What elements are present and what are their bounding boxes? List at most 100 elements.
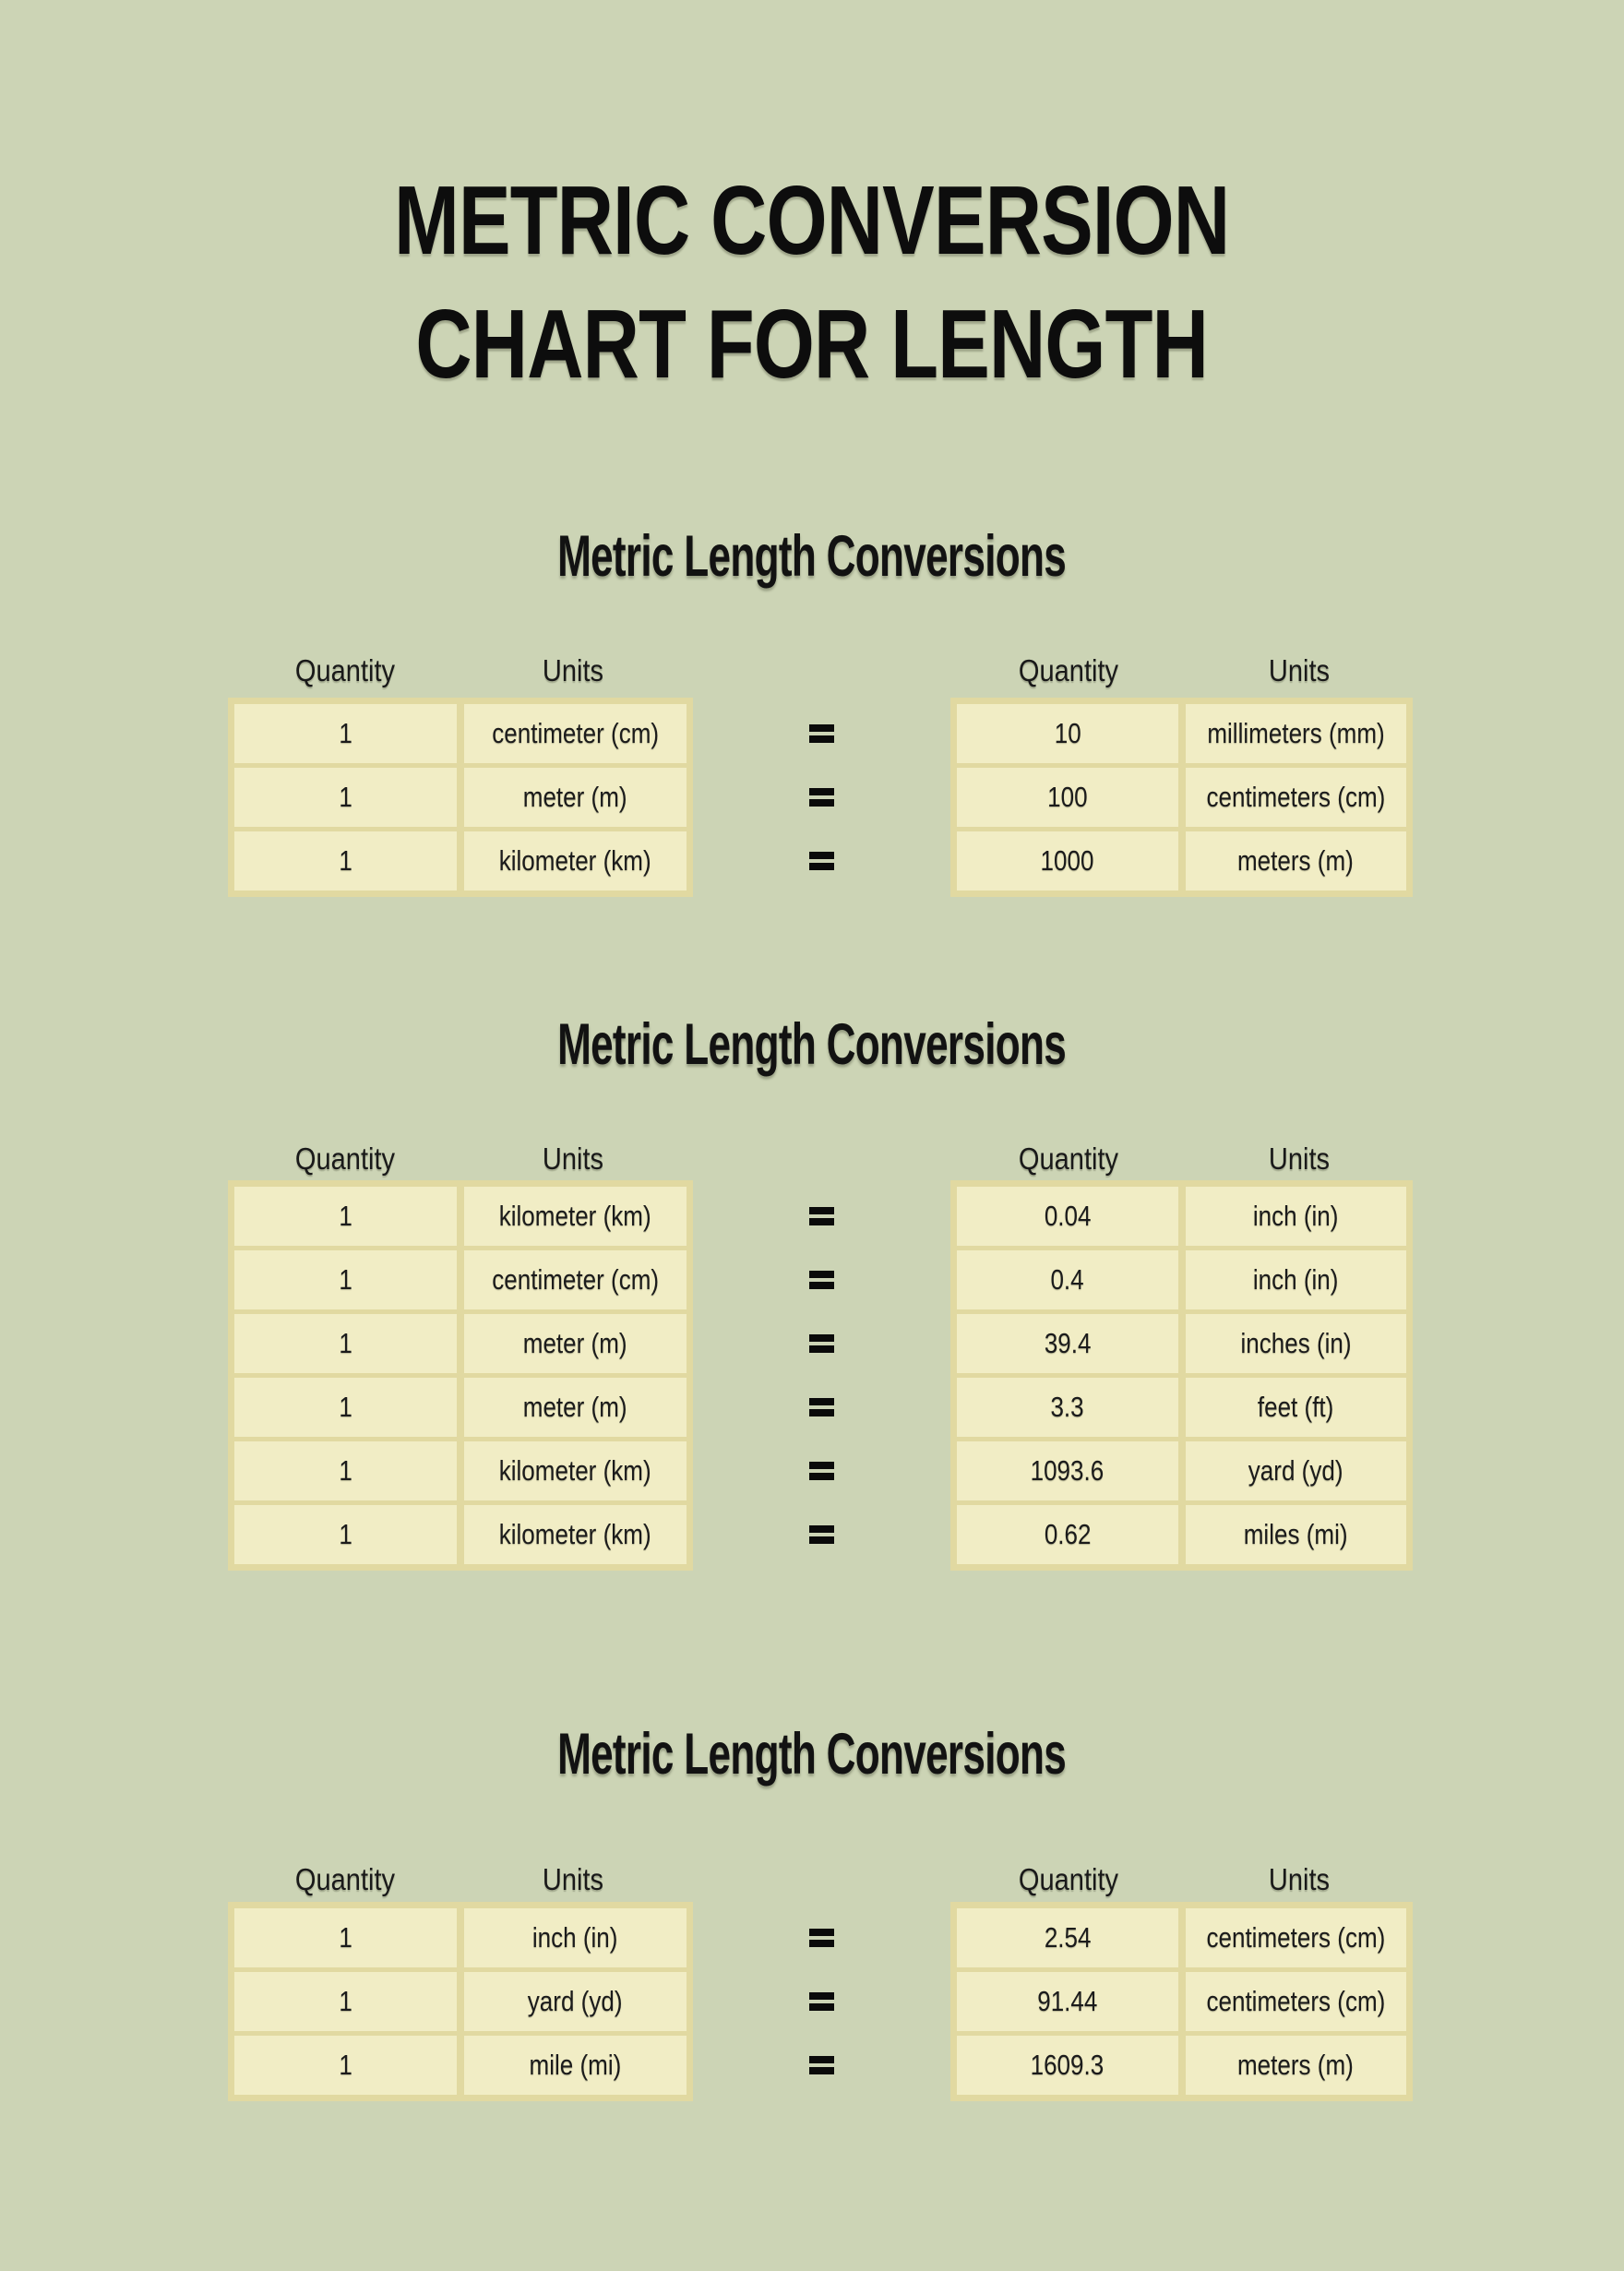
equals-row xyxy=(808,1378,834,1437)
units-cell: centimeters (cm) xyxy=(1185,1908,1406,1967)
units-cell: feet (ft) xyxy=(1185,1378,1406,1437)
units-cell: miles (mi) xyxy=(1185,1505,1406,1564)
quantity-cell: 0.04 xyxy=(957,1187,1178,1246)
column-headers: Quantity Units Quantity Units xyxy=(0,1140,1624,1178)
units-cell: kilometer (km) xyxy=(464,1505,687,1564)
page-title: METRIC CONVERSION CHART FOR LENGTH xyxy=(0,159,1624,406)
quantity-cell: 3.3 xyxy=(957,1378,1178,1437)
quantity-cell: 1 xyxy=(234,1972,457,2031)
column-header-units: Units xyxy=(542,653,604,687)
quantity-cell: 0.4 xyxy=(957,1250,1178,1309)
equals-sign xyxy=(808,1334,834,1353)
quantity-cell: 1093.6 xyxy=(957,1441,1178,1500)
column-header-quantity: Quantity xyxy=(294,1862,396,1896)
units-cell: centimeter (cm) xyxy=(464,704,687,763)
column-headers: Quantity Units Quantity Units xyxy=(0,651,1624,690)
units-cell: kilometer (km) xyxy=(464,831,687,890)
equals-sign xyxy=(808,788,834,807)
column-header-quantity: Quantity xyxy=(294,1141,396,1176)
quantity-cell: 1 xyxy=(234,1250,457,1309)
units-cell: centimeters (cm) xyxy=(1185,768,1406,827)
quantity-cell: 1 xyxy=(234,704,457,763)
left-table: 1 centimeter (cm) 1 meter (m) 1 kilometer (km… xyxy=(228,698,693,897)
right-table: 2.54 centimeters (cm) 91.44 centimeters (cm… xyxy=(950,1902,1413,2101)
quantity-cell: 10 xyxy=(957,704,1178,763)
column-header-quantity: Quantity xyxy=(1018,1862,1119,1896)
equals-row xyxy=(808,1441,834,1500)
quantity-cell: 1 xyxy=(234,1314,457,1373)
units-cell: inch (in) xyxy=(464,1908,687,1967)
quantity-cell: 1 xyxy=(234,1908,457,1967)
units-cell: meter (m) xyxy=(464,1378,687,1437)
equals-row xyxy=(808,1505,834,1564)
column-headers: Quantity Units Quantity Units xyxy=(0,1860,1624,1899)
equals-sign xyxy=(808,1207,834,1225)
quantity-cell: 1 xyxy=(234,1187,457,1246)
units-cell: yard (yd) xyxy=(1185,1441,1406,1500)
units-cell: centimeter (cm) xyxy=(464,1250,687,1309)
column-header-units: Units xyxy=(1268,1141,1331,1176)
quantity-cell: 1 xyxy=(234,768,457,827)
equals-row xyxy=(808,1972,834,2031)
quantity-cell: 1 xyxy=(234,1378,457,1437)
quantity-cell: 1609.3 xyxy=(957,2036,1178,2095)
units-cell: inch (in) xyxy=(1185,1187,1406,1246)
equals-row xyxy=(808,2036,834,2095)
right-table: 10 millimeters (mm) 100 centimeters (cm) 100… xyxy=(950,698,1413,897)
equals-sign xyxy=(808,1398,834,1416)
units-cell: kilometer (km) xyxy=(464,1441,687,1500)
section-title: Metric Length Conversions xyxy=(557,1012,1068,1077)
equals-sign xyxy=(808,852,834,870)
units-cell: meter (m) xyxy=(464,1314,687,1373)
left-table: 1 kilometer (km) 1 centimeter (cm) 1 meter (m… xyxy=(228,1180,693,1571)
equals-row xyxy=(808,1908,834,1967)
equals-column xyxy=(692,1180,950,1571)
quantity-cell: 39.4 xyxy=(957,1314,1178,1373)
units-cell: mile (mi) xyxy=(464,2036,687,2095)
equals-sign xyxy=(808,1525,834,1544)
units-cell: millimeters (mm) xyxy=(1185,704,1406,763)
column-header-units: Units xyxy=(1268,1862,1331,1896)
quantity-cell: 100 xyxy=(957,768,1178,827)
equals-row xyxy=(808,831,834,890)
units-cell: centimeters (cm) xyxy=(1185,1972,1406,2031)
equals-column xyxy=(692,698,950,897)
right-table: 0.04 inch (in) 0.4 inch (in) 39.4 inches (in)… xyxy=(950,1180,1413,1571)
quantity-cell: 1 xyxy=(234,831,457,890)
units-cell: meters (m) xyxy=(1185,831,1406,890)
page-title-line1: METRIC CONVERSION xyxy=(394,166,1230,275)
units-cell: meters (m) xyxy=(1185,2036,1406,2095)
quantity-cell: 1 xyxy=(234,1441,457,1500)
column-header-quantity: Quantity xyxy=(294,653,396,687)
page-title-line2: CHART FOR LENGTH xyxy=(415,290,1209,399)
units-cell: meter (m) xyxy=(464,768,687,827)
section-title: Metric Length Conversions xyxy=(557,524,1068,589)
column-header-units: Units xyxy=(542,1141,604,1176)
quantity-cell: 91.44 xyxy=(957,1972,1178,2031)
equals-sign xyxy=(808,1271,834,1289)
equals-sign xyxy=(808,724,834,743)
equals-row xyxy=(808,1187,834,1246)
left-table: 1 inch (in) 1 yard (yd) 1 mile (mi) xyxy=(228,1902,693,2101)
equals-row xyxy=(808,1314,834,1373)
equals-sign xyxy=(808,2056,834,2074)
section-title: Metric Length Conversions xyxy=(557,1722,1068,1787)
equals-row xyxy=(808,1250,834,1309)
equals-sign xyxy=(808,1929,834,1947)
units-cell: yard (yd) xyxy=(464,1972,687,2031)
column-header-units: Units xyxy=(1268,653,1331,687)
quantity-cell: 1 xyxy=(234,2036,457,2095)
units-cell: kilometer (km) xyxy=(464,1187,687,1246)
equals-row xyxy=(808,704,834,763)
quantity-cell: 0.62 xyxy=(957,1505,1178,1564)
quantity-cell: 1 xyxy=(234,1505,457,1564)
column-header-quantity: Quantity xyxy=(1018,1141,1119,1176)
equals-row xyxy=(808,768,834,827)
units-cell: inches (in) xyxy=(1185,1314,1406,1373)
column-header-quantity: Quantity xyxy=(1018,653,1119,687)
equals-column xyxy=(692,1902,950,2101)
column-header-units: Units xyxy=(542,1862,604,1896)
quantity-cell: 2.54 xyxy=(957,1908,1178,1967)
equals-sign xyxy=(808,1462,834,1480)
